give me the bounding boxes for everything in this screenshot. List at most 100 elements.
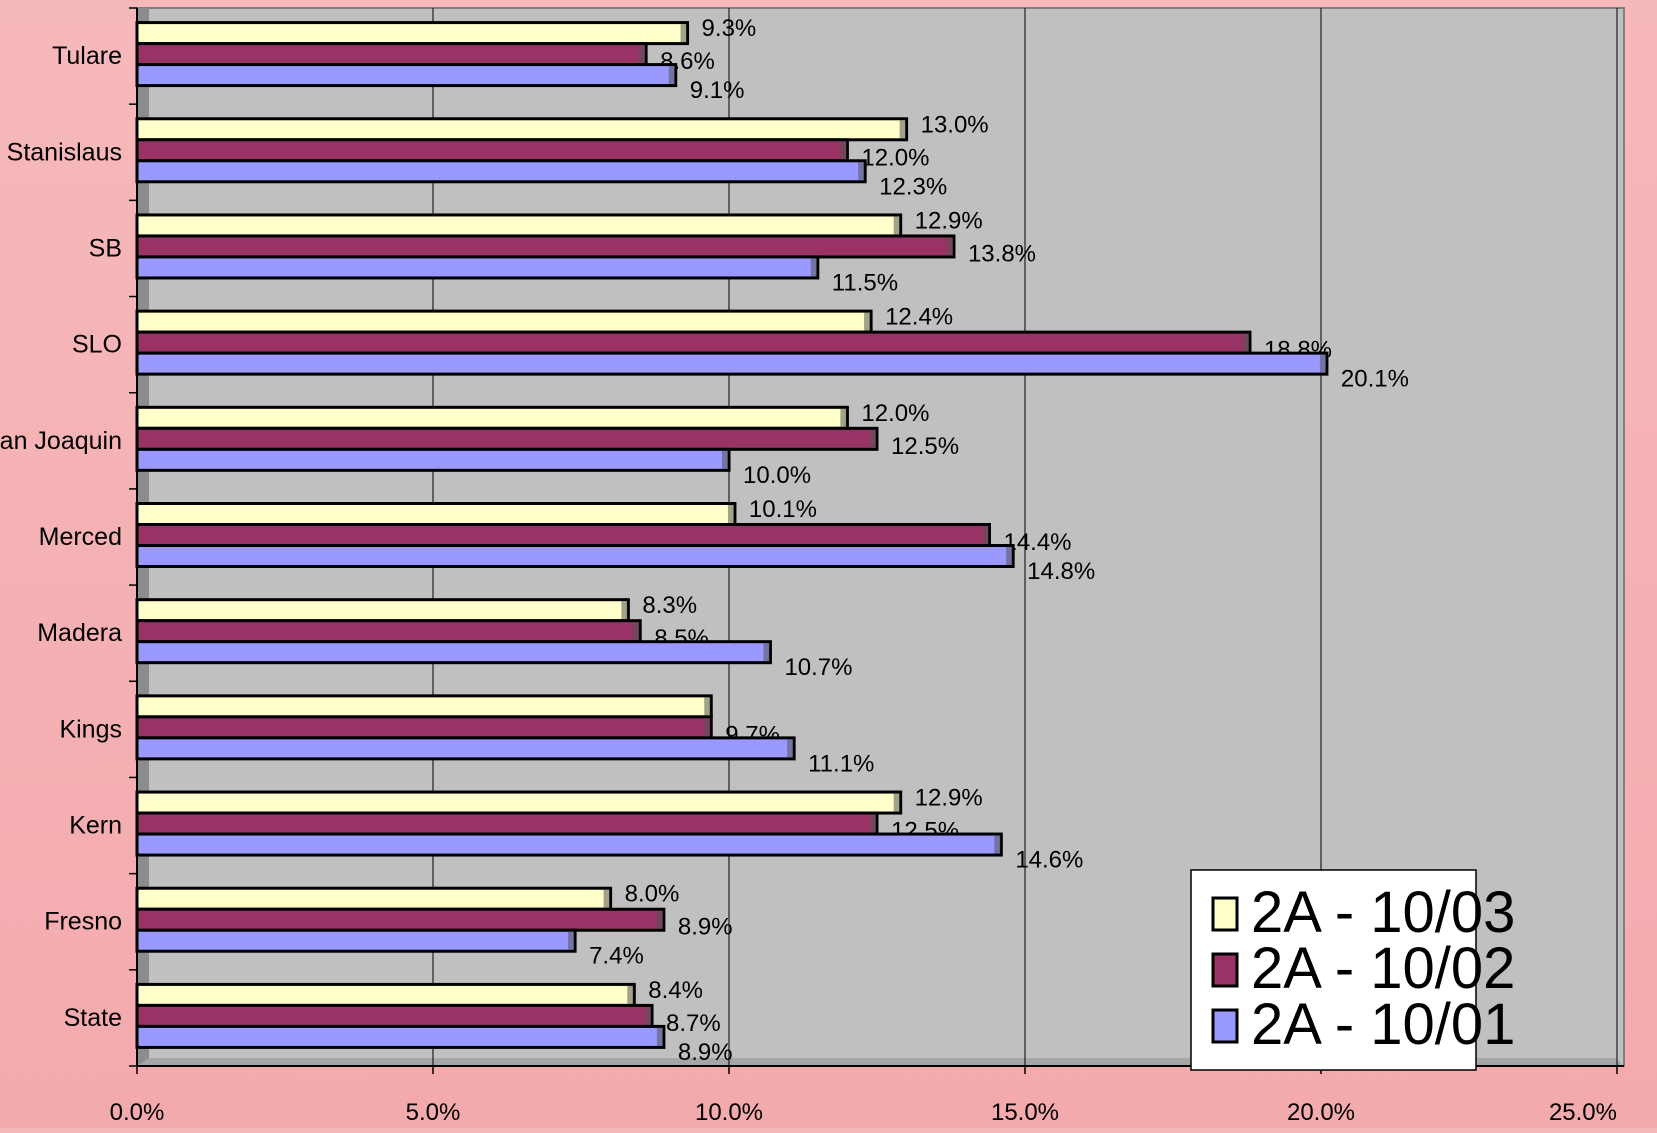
bar [135,426,879,451]
bar-end-shade [680,24,687,43]
data-label: 9.3% [702,15,757,42]
bar [135,640,772,665]
bar-end-shade [621,601,628,620]
bar-end-shade [727,505,734,523]
data-label: 8.4% [648,977,703,1004]
category-label: Merced [39,523,122,551]
bar-end-shade [870,814,876,833]
bar [135,928,577,953]
bar-end-shade [893,216,900,235]
x-tick-label: 5.0% [406,1099,461,1126]
legend-label: 2A - 10/02 [1251,936,1515,1001]
data-label: 9.1% [690,77,745,104]
legend-swatch [1211,1008,1239,1044]
bar [135,736,796,761]
bar [135,523,991,547]
category-label: SB [89,234,122,262]
bar-end-shade [704,718,711,737]
data-label: 10.0% [743,462,811,489]
data-label: 12.0% [861,144,929,171]
bar [135,447,731,472]
x-tick-label: 0.0% [110,1099,165,1126]
category-label: Fresno [44,908,122,936]
data-label: 12.0% [861,400,929,427]
data-label: 8.9% [678,914,733,941]
bar-end-shade [1319,354,1326,373]
category-label: SLO [72,331,122,359]
bar [135,832,1003,857]
bar-end-shade [893,793,900,812]
data-label: 8.7% [666,1010,721,1037]
category-label: Stanislaus [7,138,122,166]
bar-end-shade [763,643,770,662]
bar [135,694,713,719]
bar [135,213,903,238]
category-label: San Joaquin [0,427,122,455]
bar [135,42,648,67]
category-label: Kern [69,812,122,840]
bar-end-shade [722,450,728,469]
bar [135,138,849,163]
bar-end-shade [668,66,675,85]
bar-end-shade [946,237,953,256]
bar-end-shade [568,931,575,950]
bar [135,790,903,815]
bar-end-shade [840,408,847,427]
bar-end-shade [840,141,847,160]
bar [135,405,849,430]
bar-end-shade [656,910,663,929]
bar-end-shade [1242,333,1249,352]
bar-end-shade [810,258,817,277]
bar [135,234,956,259]
data-label: 14.6% [1015,847,1083,874]
data-label: 12.3% [879,173,947,200]
bar [135,886,613,911]
data-label: 13.8% [968,240,1036,267]
bar-end-shade [994,835,1001,854]
bar-end-shade [633,622,640,641]
bar [135,502,737,526]
data-label: 10.7% [784,654,852,681]
bar-end-shade [627,985,634,1004]
data-label: 8.0% [625,881,680,908]
bar-end-shade [704,697,711,716]
x-tick-label: 25.0% [1549,1099,1617,1126]
bar-end-shade [899,120,906,139]
data-label: 11.5% [832,269,898,296]
data-label: 11.1% [808,750,874,777]
bar [135,619,642,644]
bar [135,255,820,280]
data-label: 14.8% [1027,558,1095,585]
data-label: 14.4% [1003,529,1071,556]
bar-end-shade [639,45,646,64]
category-label: Kings [59,715,122,743]
bar [135,715,713,740]
bar [135,811,879,836]
category-label: Madera [37,619,122,647]
bar [135,544,1015,568]
bar [135,1024,666,1049]
bar [135,1003,654,1028]
bar [135,21,690,46]
bar-end-shade [645,1006,652,1025]
data-label: 12.5% [891,433,959,460]
bar-end-shade [858,162,865,181]
bar-end-shade [982,526,989,544]
bar-end-shade [787,739,794,758]
legend-swatch [1211,952,1239,988]
bar [135,907,666,932]
category-label: State [64,1004,122,1032]
x-tick-label: 15.0% [991,1099,1059,1126]
bar-end-shade [603,889,610,908]
bar [135,117,909,142]
x-tick-label: 10.0% [695,1099,763,1126]
data-label: 8.9% [678,1039,733,1066]
bar-end-shade [1006,547,1013,565]
data-label: 8.3% [642,592,697,619]
bar [135,598,630,623]
bar [135,63,678,88]
data-label: 12.9% [915,207,983,234]
bar-end-shade [870,429,876,448]
